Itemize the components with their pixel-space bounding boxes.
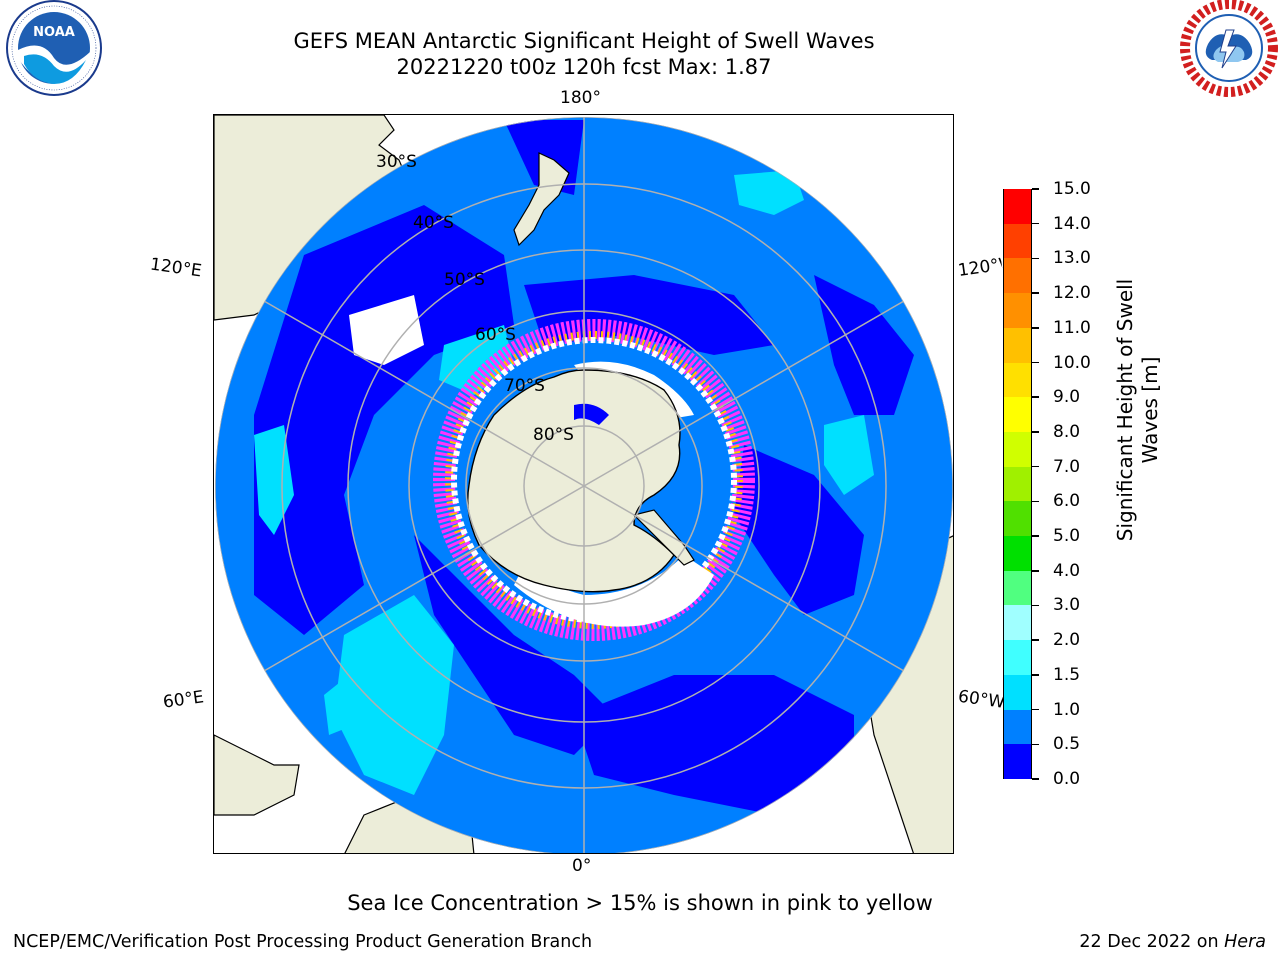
colorbar-tick: [1032, 431, 1039, 433]
lon-label-180: 180°: [560, 88, 601, 108]
colorbar: [1003, 188, 1032, 779]
nws-logo: [1176, 0, 1280, 104]
polar-map: 30°S 40°S 50°S 60°S 70°S 80°S: [213, 114, 954, 854]
colorbar-tick: [1032, 778, 1039, 780]
colorbar-tick: [1032, 396, 1039, 398]
colorbar-tick-label: 1.0: [1053, 699, 1081, 720]
footer-host: Hera: [1224, 932, 1266, 952]
colorbar-tick-label: 15.0: [1053, 179, 1091, 199]
colorbar-tick-label: 0.0: [1053, 769, 1081, 789]
colorbar-tick: [1032, 188, 1039, 190]
noaa-logo-text: NOAA: [33, 25, 75, 40]
colorbar-segment: [1004, 709, 1031, 745]
colorbar-segment: [1004, 327, 1031, 363]
colorbar-tick-label: 0.5: [1053, 734, 1081, 755]
colorbar-tick-label: 10.0: [1053, 352, 1091, 373]
colorbar-tick: [1032, 465, 1039, 468]
colorbar-segment: [1004, 535, 1031, 571]
colorbar-tick-label: 2.0: [1053, 630, 1081, 651]
lon-label-60e: 60°E: [161, 687, 206, 713]
lat-label-40s: 40°S: [413, 213, 454, 233]
lat-label-60s: 60°S: [475, 325, 516, 345]
lat-label-30s: 30°S: [376, 152, 417, 172]
colorbar-label-line1: Significant Height of Swell: [1113, 278, 1137, 542]
colorbar-segment: [1004, 362, 1031, 398]
colorbar-tick-label: 11.0: [1053, 317, 1091, 338]
colorbar-segment: [1004, 292, 1031, 328]
ocean-field: [215, 117, 953, 853]
lon-label-120e: 120°E: [148, 254, 203, 282]
sea-ice-note: Sea Ice Concentration > 15% is shown in …: [347, 891, 933, 915]
colorbar-segment: [1004, 604, 1031, 641]
colorbar-tick: [1032, 570, 1039, 572]
colorbar-tick-label: 4.0: [1053, 560, 1081, 581]
colorbar-tick: [1032, 674, 1039, 676]
lat-label-50s: 50°S: [444, 270, 485, 290]
colorbar-tick-label: 13.0: [1053, 248, 1091, 269]
colorbar-tick-label: 8.0: [1053, 421, 1081, 442]
colorbar-tick: [1032, 500, 1039, 503]
colorbar-tick: [1032, 639, 1039, 641]
colorbar-segment: [1004, 396, 1031, 432]
colorbar-tick-label: 6.0: [1053, 491, 1081, 512]
colorbar-segment: [1004, 570, 1031, 606]
colorbar-tick: [1032, 743, 1039, 746]
noaa-logo: NOAA: [2, 0, 106, 104]
colorbar-segment: [1004, 743, 1031, 779]
colorbar-label: Significant Height of Swell Waves [m]: [1088, 279, 1188, 541]
colorbar-segment: [1004, 639, 1031, 675]
new-zealand: [513, 152, 570, 247]
colorbar-tick: [1032, 257, 1039, 260]
colorbar-segment: [1004, 188, 1031, 224]
footer-credit: NCEP/EMC/Verification Post Processing Pr…: [13, 932, 593, 952]
lon-label-60w: 60°W: [956, 686, 1007, 713]
colorbar-tick-label: 5.0: [1053, 526, 1081, 547]
chart-subtitle: 20221220 t00z 120h fcst Max: 1.87: [396, 55, 772, 79]
lat-label-70s: 70°S: [504, 376, 545, 396]
graticule: [215, 117, 953, 853]
lat-label-80s: 80°S: [533, 425, 574, 445]
colorbar-tick-label: 7.0: [1053, 456, 1081, 477]
colorbar-label-line2: Waves [m]: [1138, 356, 1162, 464]
colorbar-tick-label: 12.0: [1053, 283, 1091, 304]
colorbar-tick: [1032, 292, 1039, 294]
footer-date: 22 Dec 2022 on: [1079, 932, 1219, 952]
footer-timestamp: 22 Dec 2022 on Hera: [1079, 932, 1266, 952]
colorbar-tick-label: 9.0: [1053, 387, 1081, 408]
colorbar-tick: [1032, 222, 1039, 225]
colorbar-segment: [1004, 431, 1031, 467]
colorbar-tick: [1032, 327, 1039, 329]
colorbar-tick: [1032, 708, 1039, 711]
colorbar-tick-label: 1.5: [1053, 664, 1081, 685]
colorbar-tick-label: 14.0: [1053, 213, 1091, 234]
colorbar-tick: [1032, 604, 1039, 607]
lon-label-120w: 120°W: [956, 255, 1004, 281]
lon-label-0: 0°: [572, 856, 592, 876]
colorbar-tick: [1032, 361, 1039, 364]
colorbar-tick: [1032, 535, 1039, 537]
colorbar-segment: [1004, 223, 1031, 259]
colorbar-tick-label: 3.0: [1053, 595, 1081, 616]
colorbar-segment: [1004, 466, 1031, 502]
colorbar-segment: [1004, 257, 1031, 294]
colorbar-segment: [1004, 674, 1031, 710]
colorbar-segment: [1004, 500, 1031, 537]
chart-title: GEFS MEAN Antarctic Significant Height o…: [293, 29, 875, 53]
